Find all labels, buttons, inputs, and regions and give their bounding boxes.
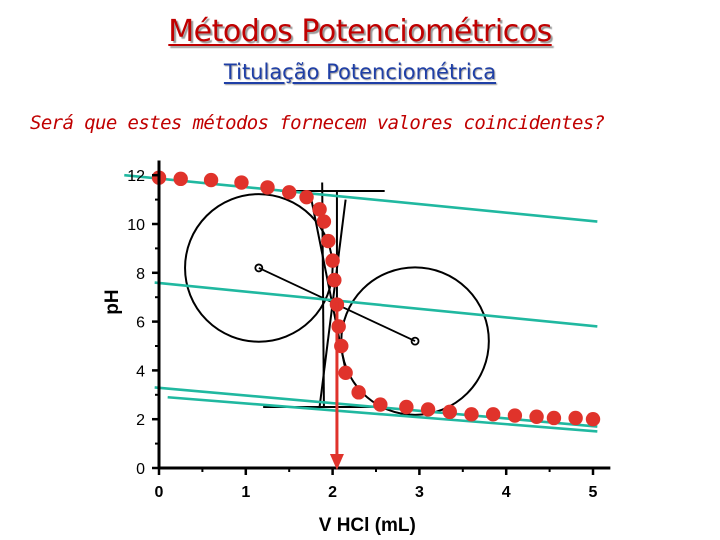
x-tick-label-1: 1 (241, 484, 250, 501)
x-tick-label-0: 0 (155, 484, 164, 501)
data-point-19 (399, 399, 414, 415)
tangent-line-1 (124, 173, 598, 223)
equivalence-arrow-head (329, 454, 344, 470)
data-point-11 (325, 253, 340, 268)
data-point-8 (312, 202, 327, 217)
data-point-9 (316, 214, 332, 229)
data-point-27 (568, 410, 583, 426)
y-tick-label-0: 0 (136, 461, 145, 478)
data-point-2 (173, 171, 188, 187)
slide-subtitle: Titulação Potenciométrica (223, 60, 497, 84)
y-tick-label-12: 12 (127, 168, 145, 185)
construction-circle-1 (184, 193, 334, 343)
x-tick-label-5: 5 (589, 484, 598, 501)
data-point-21 (442, 404, 457, 420)
x-tick-label-3: 3 (415, 484, 424, 501)
x-axis-label: V HCl (mL) (319, 515, 416, 536)
data-points-layer (151, 170, 601, 427)
data-point-26 (546, 410, 562, 426)
y-tick-label-6: 6 (136, 315, 145, 332)
data-point-12 (327, 272, 342, 288)
data-point-18 (373, 397, 388, 412)
tangent-layer (124, 173, 598, 433)
slide-question: Será que estes métodos fornecem valores … (30, 112, 605, 134)
data-point-10 (321, 233, 336, 249)
tangent-line-2 (154, 281, 598, 328)
data-point-17 (351, 385, 366, 400)
y-tick-label-4: 4 (136, 363, 145, 380)
data-point-4 (234, 175, 249, 190)
y-tick-label-8: 8 (136, 266, 145, 283)
data-point-6 (282, 185, 297, 200)
slide-title: Métodos Potenciométricos (168, 14, 552, 49)
data-point-24 (507, 408, 523, 423)
data-point-25 (529, 409, 544, 424)
data-point-28 (585, 412, 601, 427)
x-tick-label-4: 4 (502, 484, 511, 501)
y-tick-label-2: 2 (136, 412, 145, 429)
data-point-7 (299, 189, 314, 205)
data-point-5 (260, 180, 275, 195)
tangent-line-4 (167, 395, 598, 433)
data-point-14 (331, 319, 346, 334)
data-point-16 (338, 365, 353, 381)
y-tick-label-10: 10 (127, 217, 145, 234)
data-point-20 (420, 402, 436, 417)
data-point-22 (464, 407, 479, 422)
data-point-23 (485, 407, 501, 422)
y-axis-label: pH (102, 289, 123, 314)
x-tick-label-2: 2 (328, 484, 337, 501)
data-point-3 (203, 172, 219, 188)
equivalence-arrow-layer (329, 302, 344, 470)
